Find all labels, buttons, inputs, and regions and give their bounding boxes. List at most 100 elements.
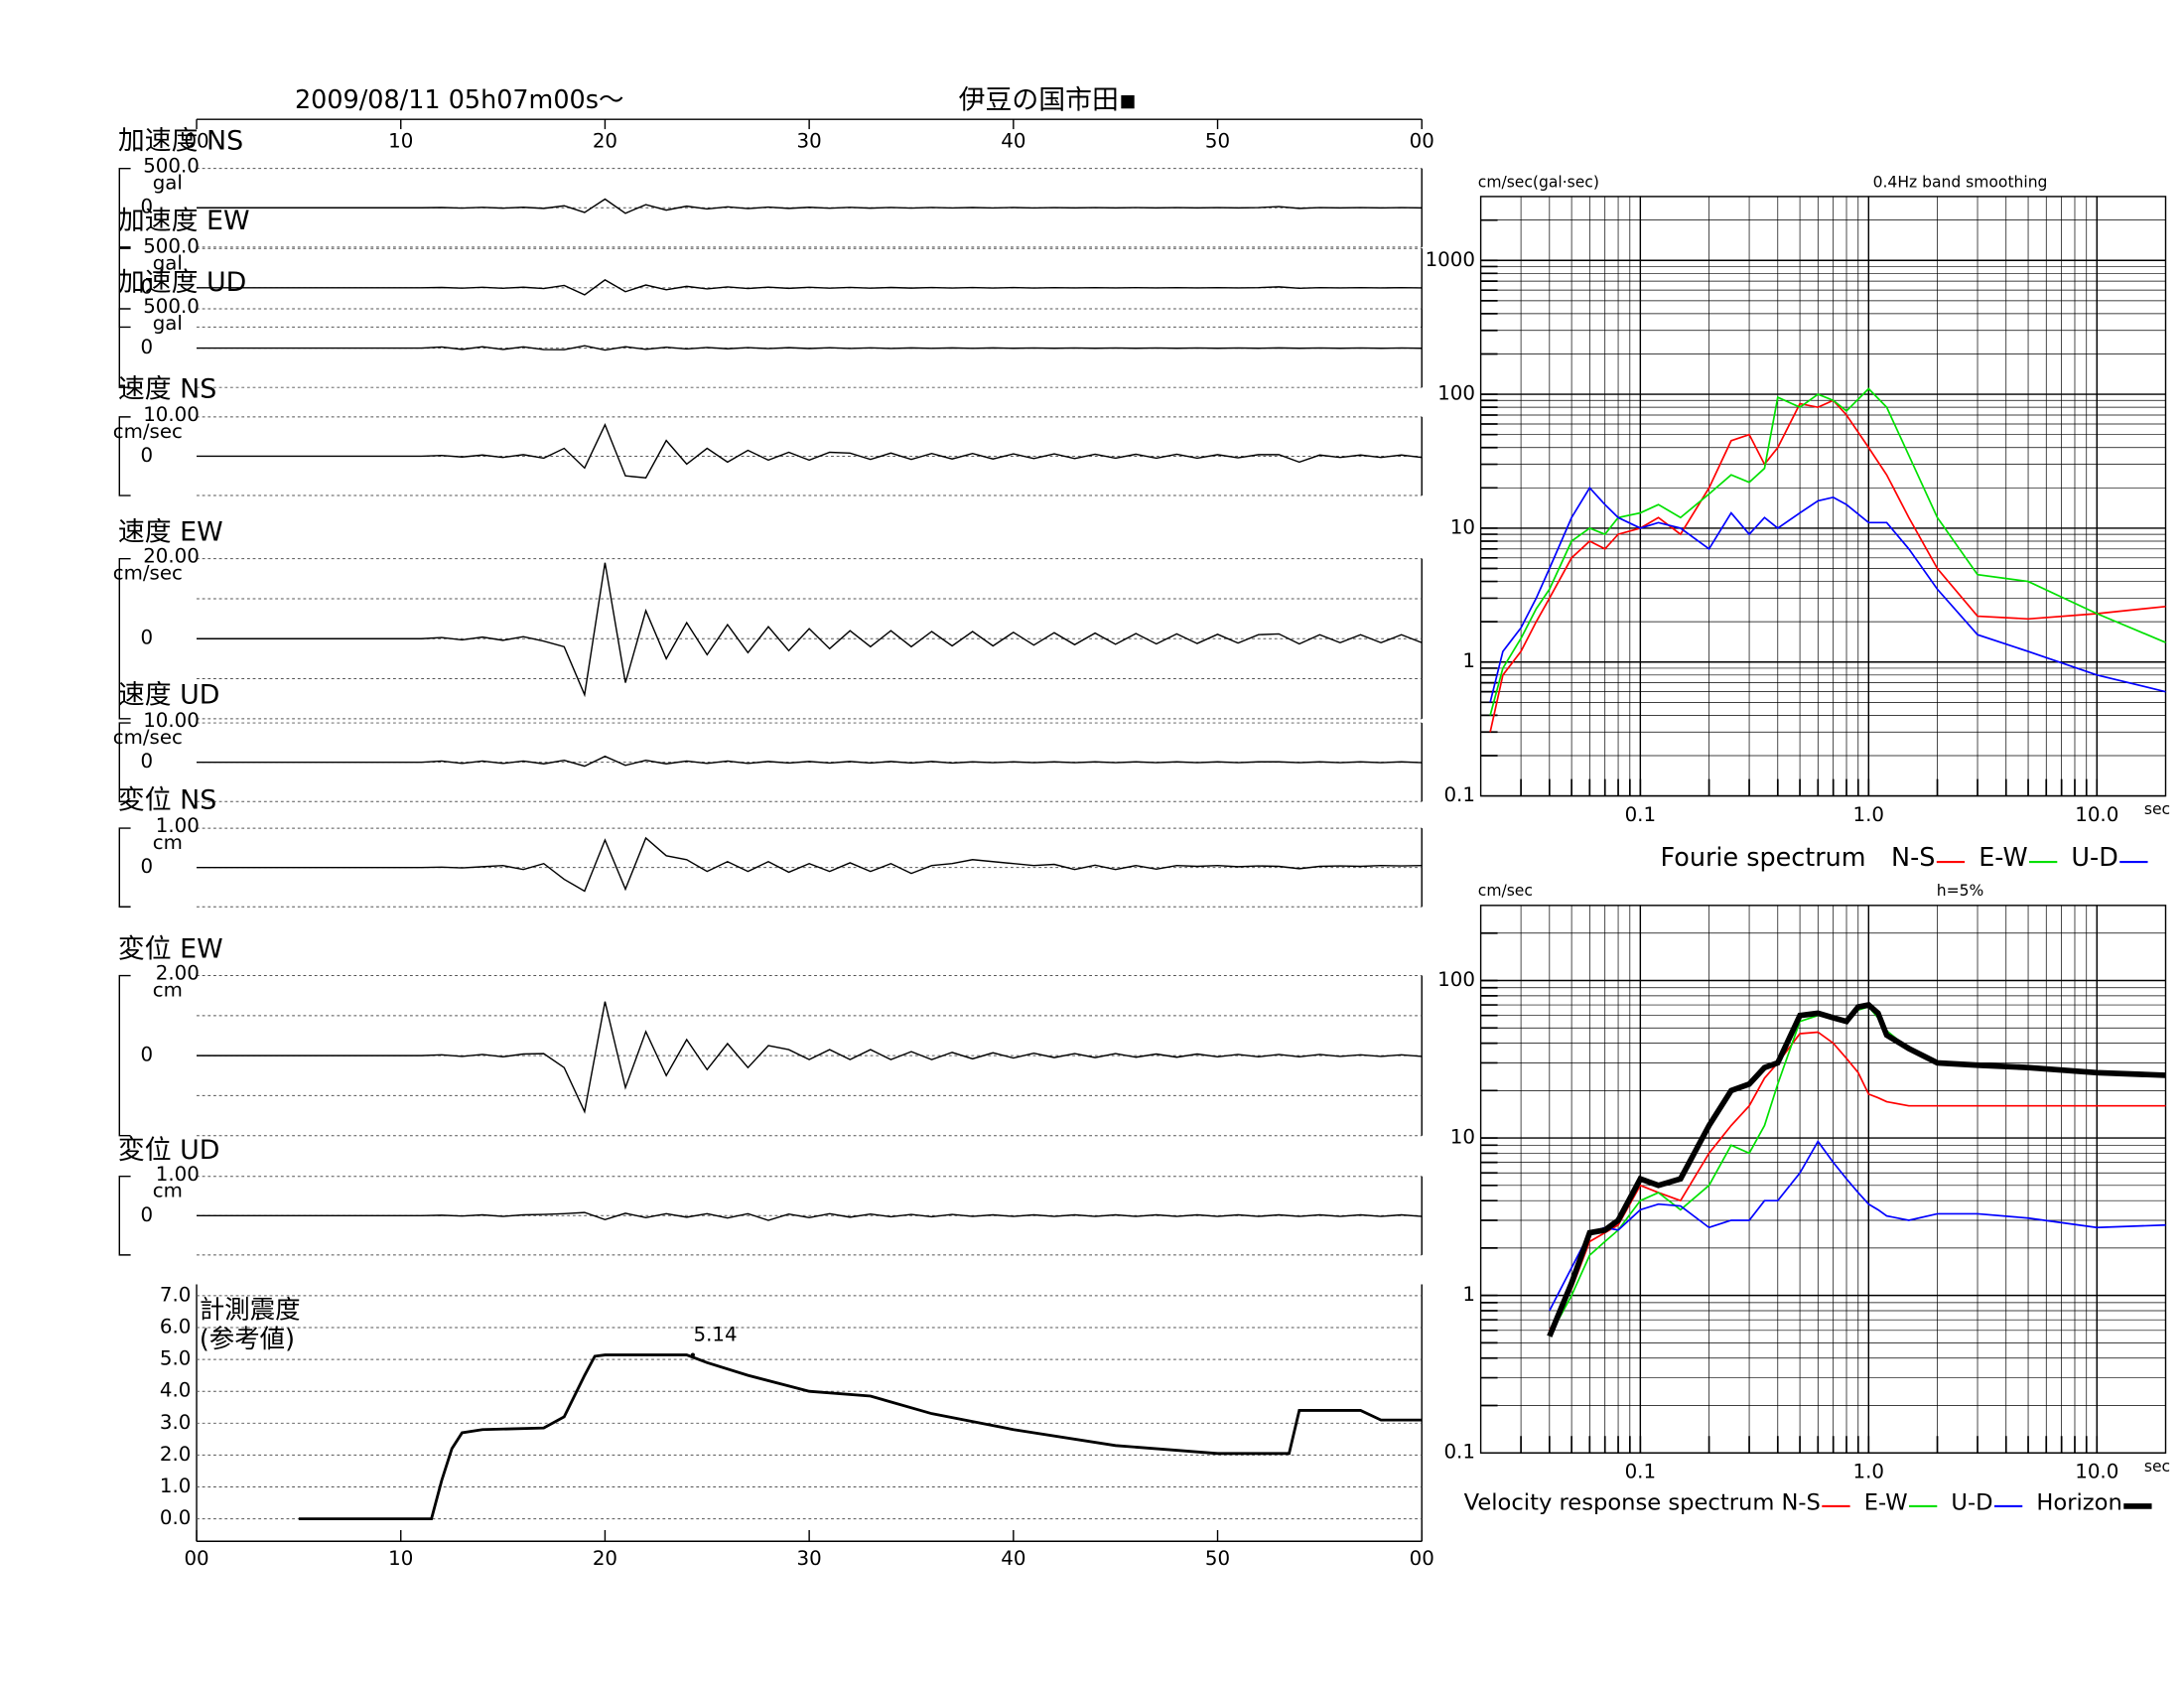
y-tick-label: 2.0 (160, 1443, 191, 1466)
panel-title: 速度 UD (118, 680, 220, 711)
spectrum-line (1489, 387, 2166, 716)
x-tick-label: 0.1 (1625, 1460, 1656, 1482)
y-axis-unit: cm (153, 831, 183, 854)
y-tick-label: 1 (1462, 649, 1475, 672)
waveform-line (197, 1211, 1423, 1221)
y-axis-unit: gal (153, 172, 183, 195)
y-tick-label: 1.0 (160, 1475, 191, 1497)
y-tick-label: 500.0 (143, 155, 200, 178)
x-tick-label: 00 (1410, 129, 1434, 152)
x-tick-label: 00 (184, 129, 208, 152)
x-tick-label: 1.0 (1853, 1460, 1884, 1482)
x-tick-label: 00 (184, 1547, 208, 1570)
record-date: 2009/08/11 05h07m00s〜 (295, 84, 623, 114)
x-tick-label: 30 (797, 1547, 822, 1570)
y-tick-label: 0 (140, 1203, 153, 1226)
spectrum-line (1549, 1006, 2166, 1337)
waveform-line (197, 345, 1423, 352)
intensity-line (298, 1353, 1423, 1521)
y-axis-unit: cm (153, 1180, 183, 1202)
y-tick-label: 0.1 (1443, 783, 1474, 806)
y-tick-label: 500.0 (143, 295, 200, 318)
x-axis-unit: sec (2144, 800, 2170, 818)
x-tick-label: 40 (1001, 1547, 1025, 1570)
chart-note: h=5% (1937, 882, 1984, 900)
y-tick-label: 1000 (1426, 248, 1475, 271)
y-tick-label: 0.0 (160, 1506, 191, 1529)
y-tick-label: 10.00 (143, 403, 200, 426)
spectrum-line (1549, 1140, 2166, 1312)
y-tick-label: 3.0 (160, 1411, 191, 1434)
waveform-line (197, 1001, 1423, 1114)
x-tick-label: 30 (797, 129, 822, 152)
waveform-line (197, 755, 1423, 768)
y-tick-label: 100 (1437, 968, 1475, 991)
y-tick-label: 5.0 (160, 1347, 191, 1370)
plot-frame (1479, 196, 2167, 797)
y-tick-label: 0 (140, 444, 153, 467)
panel-bracket (118, 416, 131, 496)
panel-title: 加速度 NS (118, 125, 243, 156)
panel-bracket (118, 247, 131, 329)
panel-title: 加速度 UD (118, 267, 246, 298)
panel-title: 変位 NS (118, 785, 216, 816)
panel-title: 変位 UD (118, 1135, 220, 1166)
panel-bracket (118, 974, 131, 1137)
y-tick-label: 10.00 (143, 709, 200, 732)
y-tick-label: 0 (140, 627, 153, 649)
y-tick-label: 10 (1450, 515, 1475, 538)
y-tick-label: 6.0 (160, 1315, 191, 1337)
y-tick-label: 0 (140, 196, 153, 218)
waveform-line (197, 279, 1423, 296)
legend-label: E-W (1864, 1490, 1908, 1516)
y-tick-label: 0 (140, 1044, 153, 1066)
y-tick-label: 0 (140, 336, 153, 358)
y-tick-label: 1.00 (156, 1163, 200, 1186)
x-tick-label: 10 (388, 129, 413, 152)
y-axis-unit: gal (153, 251, 183, 274)
y-axis-unit: cm/sec (113, 420, 183, 443)
panel-bracket (118, 308, 131, 388)
x-tick-label: 00 (1410, 1547, 1434, 1570)
legend-label: U-D (2071, 842, 2117, 872)
panel-bracket (118, 1175, 131, 1256)
y-tick-label: 20.00 (143, 545, 200, 568)
y-tick-label: 1 (1462, 1283, 1475, 1306)
waveform-line (197, 423, 1423, 479)
y-tick-label: 0 (140, 750, 153, 773)
x-tick-label: 0.1 (1625, 803, 1656, 826)
chart-title: 計測震度 (200, 1294, 301, 1324)
chart-note: 0.4Hz band smoothing (1873, 173, 2048, 191)
spectrum-line (1489, 399, 2166, 733)
spectrum-line (1489, 486, 2166, 703)
x-axis-unit: sec (2144, 1458, 2170, 1476)
panel-bracket (118, 827, 131, 908)
legend-label: N-S (1891, 842, 1935, 872)
y-tick-label: 0 (140, 275, 153, 298)
spectrum-line (1547, 1002, 2166, 1337)
y-tick-label: 0.1 (1443, 1441, 1474, 1464)
panel-bracket (118, 167, 131, 248)
y-tick-label: 100 (1437, 382, 1475, 405)
panel-bracket (118, 722, 131, 802)
x-tick-label: 10.0 (2075, 803, 2118, 826)
y-tick-label: 10 (1450, 1126, 1475, 1149)
panel-title: 変位 EW (118, 934, 223, 965)
waveform-line (197, 836, 1423, 893)
annotation: 5.14 (693, 1323, 737, 1345)
legend-title: Velocity response spectrum (1464, 1490, 1775, 1516)
y-axis-unit: cm/sec(gal·sec) (1478, 173, 1599, 191)
y-axis-unit: cm (153, 979, 183, 1002)
legend-label: E-W (1979, 842, 2027, 872)
y-tick-label: 0 (140, 855, 153, 878)
legend-label: Horizon (2036, 1490, 2121, 1516)
waveform-line (197, 562, 1423, 698)
x-tick-label: 20 (593, 129, 617, 152)
x-tick-label: 10.0 (2075, 1460, 2118, 1482)
panel-bracket (118, 557, 131, 720)
y-tick-label: 4.0 (160, 1379, 191, 1402)
chart-subtitle: (参考値) (200, 1324, 295, 1353)
x-tick-label: 50 (1205, 129, 1230, 152)
